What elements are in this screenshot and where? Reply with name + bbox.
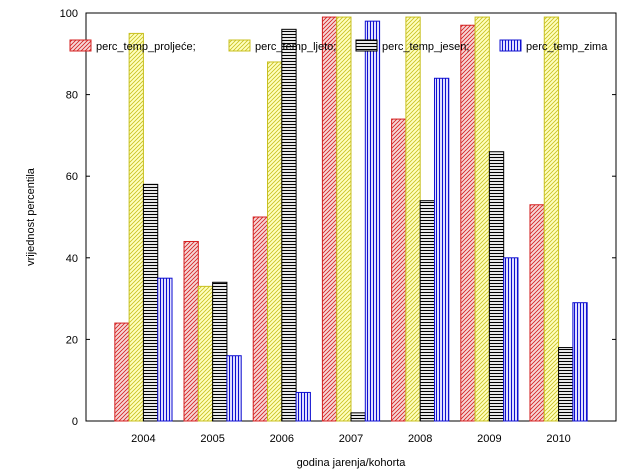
x-tick-label: 2006 [270,433,294,445]
bar-2004-series-0 [114,322,130,422]
x-tick-label: 2005 [200,433,224,445]
bar-2007-series-2 [350,412,366,422]
bar-2004-series-3 [157,277,173,422]
bars-layer [114,16,588,422]
legend-swatch-2 [355,39,378,52]
bar-2005-series-1 [197,285,214,422]
x-tick-label: 2004 [131,433,155,445]
x-axis-label: godina jarenja/kohorta [297,457,407,469]
bar-2005-series-2 [212,281,228,422]
bar-2004-series-2 [142,183,159,422]
legend-label-1: perc_temp_ljeto; [255,41,336,53]
bar-2010-series-1 [543,16,560,422]
x-tick-label: 2007 [339,433,363,445]
bar-2009-series-1 [474,16,490,422]
bar-2006-series-2 [281,28,297,422]
y-tick-label: 20 [66,334,78,346]
legend: perc_temp_proljeće; perc_temp_ljeto; perc_… [69,39,608,53]
bar-2004-series-1 [128,32,144,422]
legend-swatch-3 [499,39,522,52]
legend-label-2: perc_temp_jesen; [382,41,469,53]
legend-swatch-1 [228,39,251,52]
bar-2010-series-2 [558,347,574,422]
bar-2009-series-3 [503,257,519,422]
legend-swatch-0 [69,39,92,52]
bar-2009-series-0 [460,24,476,422]
x-tick-label: 2010 [546,433,570,445]
y-tick-label: 60 [66,171,78,183]
bar-2005-series-3 [226,355,242,422]
y-tick-label: 100 [60,8,78,20]
bar-2009-series-2 [488,151,505,422]
x-tick-label: 2008 [408,433,432,445]
y-tick-label: 0 [72,416,78,428]
bar-2006-series-3 [295,391,311,422]
bar-2008-series-1 [405,16,421,422]
x-tick-label: 2009 [477,433,501,445]
legend-label-0: perc_temp_proljeće; [96,41,196,53]
x-axis: 2004 2005 2006 2007 2008 2009 2010 [131,417,571,445]
y-axis-label: vrijednost percentila [25,167,37,266]
bar-2007-series-0 [321,16,338,422]
bar-2010-series-0 [529,204,545,422]
bar-2008-series-2 [419,200,435,422]
y-axis: 0 20 40 60 80 100 [60,8,616,428]
bar-2006-series-0 [252,216,269,422]
bar-2006-series-1 [267,61,283,422]
bar-2008-series-0 [391,118,407,422]
bar-2005-series-0 [183,240,199,422]
bar-2008-series-3 [433,77,450,422]
legend-label-3: perc_temp_zima [526,41,608,53]
bar-2007-series-1 [336,16,352,422]
y-tick-label: 80 [66,90,78,102]
y-tick-label: 40 [66,253,78,265]
bar-2010-series-3 [572,302,588,422]
bar-2007-series-3 [364,20,381,422]
